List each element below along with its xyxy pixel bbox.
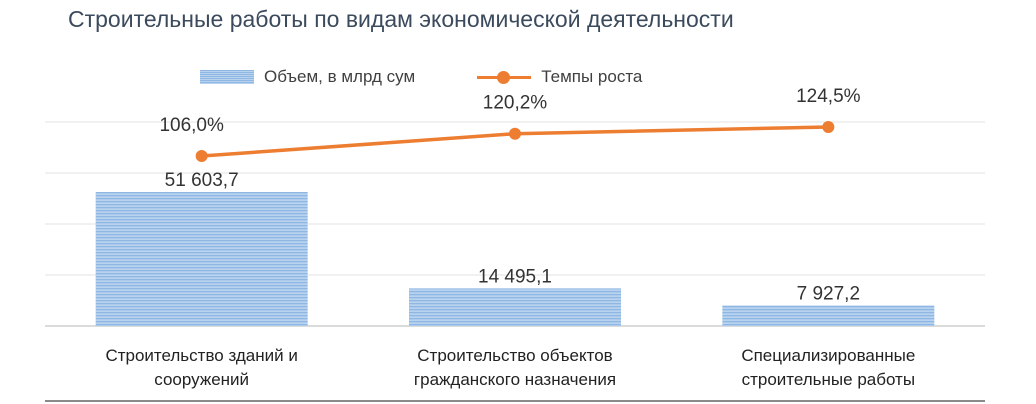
growth-data-label: 106,0% (159, 115, 224, 136)
x-tick-label-line: сооружений (154, 370, 250, 389)
legend-item-volume: Объем, в млрд сум (200, 67, 415, 87)
bar (409, 288, 621, 326)
growth-point (822, 121, 835, 133)
bar (95, 192, 308, 326)
legend-item-growth: Темпы роста (477, 67, 642, 87)
x-tick-label-line: Строительство объектов (417, 346, 613, 365)
x-tick-label: Специализированные строительные работы (678, 344, 978, 392)
chart-title: Строительные работы по видам экономическ… (68, 6, 734, 32)
x-tick-label-line: Строительство зданий и (105, 346, 298, 365)
bar-data-label: 14 495,1 (478, 266, 552, 287)
bar-data-label: 51 603,7 (165, 170, 239, 191)
x-tick-label: Строительство зданий и сооружений (52, 344, 352, 392)
legend-label-growth: Темпы роста (541, 67, 643, 86)
legend-bar-swatch (200, 70, 254, 84)
growth-point (195, 150, 208, 162)
x-tick-label-line: гражданского назначения (413, 370, 617, 389)
x-tick-label: Строительство объектов гражданского назна… (365, 344, 665, 392)
growth-data-label: 124,5% (796, 86, 861, 107)
legend: Объем, в млрд сум Темпы роста (200, 63, 704, 91)
bar-data-label: 7 927,2 (797, 283, 860, 304)
legend-label-volume: Объем, в млрд сум (264, 67, 416, 86)
growth-point (509, 127, 521, 140)
x-tick-label-line: Специализированные (741, 346, 916, 365)
legend-line-swatch (477, 70, 532, 84)
bar (722, 305, 935, 326)
x-tick-label-line: строительные работы (741, 370, 916, 389)
growth-data-label: 120,2% (483, 93, 548, 114)
